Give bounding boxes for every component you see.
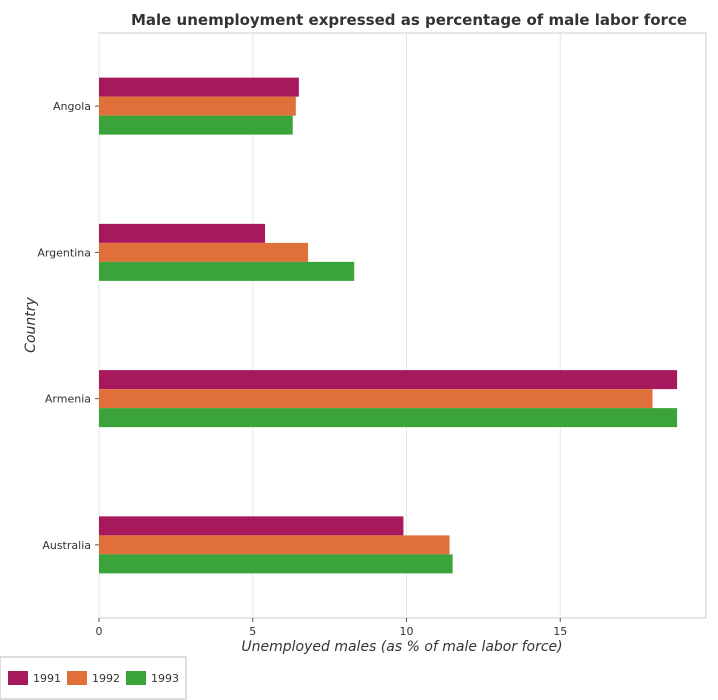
x-tick-label: 15 [553,625,567,638]
bar-angola-1991 [99,77,299,97]
legend-label-1991: 1991 [33,672,61,685]
legend-box [0,656,187,700]
bar-armenia-1992 [99,389,653,409]
legend-swatch-1991 [8,671,28,685]
y-tick-label: Australia [42,539,91,552]
legend-swatch-1993 [126,671,146,685]
bar-australia-1992 [99,535,450,555]
bar-armenia-1993 [99,408,678,428]
x-tick-label: 5 [249,625,256,638]
x-axis-label: Unemployed males (as % of male labor for… [241,639,562,655]
y-tick-label: Angola [53,100,91,113]
y-tick-label: Armenia [45,393,91,406]
bar-angola-1992 [99,96,296,116]
bar-argentina-1993 [99,261,355,281]
bar-australia-1991 [99,516,404,536]
x-tick-label: 0 [96,625,103,638]
legend-label-1993: 1993 [151,672,179,685]
x-tick-label: 10 [399,625,413,638]
y-ticks: Angola Argentina Armenia Australia [37,100,99,552]
bar-argentina-1991 [99,223,266,243]
bar-armenia-1991 [99,370,678,390]
bar-argentina-1992 [99,242,309,262]
bar-angola-1993 [99,115,293,135]
legend-swatch-1992 [67,671,87,685]
bar-australia-1993 [99,554,453,574]
legend-label-1992: 1992 [92,672,120,685]
y-tick-label: Argentina [37,246,91,259]
bars [99,77,678,574]
legend: 1991 1992 1993 [0,656,187,700]
chart-title: Male unemployment expressed as percentag… [131,11,687,29]
x-ticks: 0 5 10 15 [96,618,567,638]
y-axis-label: Country [23,296,39,352]
